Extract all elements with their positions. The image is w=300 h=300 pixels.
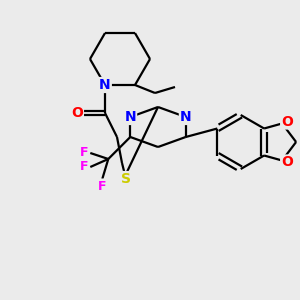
- Text: S: S: [121, 172, 131, 186]
- Text: N: N: [99, 78, 111, 92]
- Text: O: O: [281, 155, 293, 170]
- Text: F: F: [80, 160, 88, 173]
- Text: O: O: [71, 106, 83, 120]
- Text: N: N: [124, 110, 136, 124]
- Text: O: O: [281, 115, 293, 128]
- Text: N: N: [180, 110, 191, 124]
- Text: F: F: [80, 146, 88, 160]
- Text: F: F: [98, 179, 106, 193]
